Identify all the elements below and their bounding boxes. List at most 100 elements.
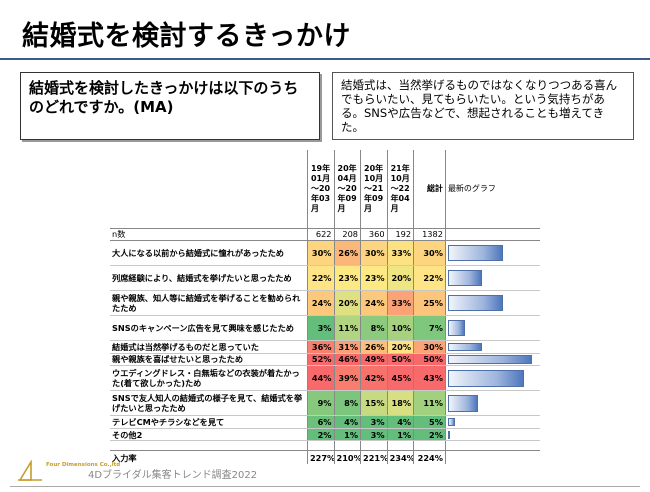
row-period-value: 31%	[334, 340, 362, 354]
footer-divider	[10, 486, 640, 487]
row-total-value: 5%	[413, 415, 446, 429]
latest-graph-cell: 33%	[445, 240, 540, 267]
row-period-value: 30%	[307, 240, 335, 267]
row-period-value: 33%	[387, 290, 415, 317]
latest-graph-cell: 20%	[445, 265, 540, 292]
row-label: 列席経験により、結婚式を挙げたいと思ったため	[110, 265, 308, 292]
latest-bar	[447, 342, 482, 351]
latest-bar	[447, 269, 482, 287]
row-period-value: 10%	[387, 315, 415, 342]
row-period-value: 24%	[307, 290, 335, 317]
row-label: 結婚式は当然挙げるものだと思っていた	[110, 340, 308, 354]
latest-graph-cell: 1%	[445, 428, 540, 442]
row-period-value: 18%	[387, 390, 415, 417]
row-period-value: 26%	[360, 340, 388, 354]
company-logo-text: Four Dimensions Co.,ltd	[46, 462, 121, 468]
row-period-value: 11%	[334, 315, 362, 342]
row-total-value: 25%	[413, 290, 446, 317]
latest-bar	[447, 355, 532, 364]
row-period-value: 30%	[360, 240, 388, 267]
table-row: ウエディングドレス・白無垢などの衣装が着たかった(着て欲しかった)ため 44% 39…	[110, 365, 540, 392]
row-period-value: 33%	[387, 240, 415, 267]
row-label: テレビCMやチラシなどを見て	[110, 415, 308, 429]
n-count-value: 622	[307, 228, 335, 242]
row-label: ウエディングドレス・白無垢などの衣装が着たかった(着て欲しかった)ため	[110, 365, 308, 392]
input-rate-graph-cell	[445, 450, 540, 464]
row-period-value: 1%	[387, 428, 415, 442]
latest-bar	[447, 294, 504, 312]
latest-bar	[447, 319, 465, 337]
input-rate-value: 227%	[307, 450, 335, 464]
row-period-value: 2%	[307, 428, 335, 442]
header-latest-graph: 最新のグラフ	[445, 150, 540, 229]
header-period-2: 20年04月～20年09月	[334, 150, 362, 229]
row-period-value: 42%	[360, 365, 388, 392]
row-period-value: 20%	[334, 290, 362, 317]
table-header-row: 19年01月～20年03月 20年04月～20年09月 20年10月～21年09…	[110, 150, 540, 229]
row-total-value: 22%	[413, 265, 446, 292]
row-period-value: 3%	[360, 415, 388, 429]
row-period-value: 26%	[334, 240, 362, 267]
row-label: 親や親族、知人等に結婚式を挙げることを勧められたため	[110, 290, 308, 317]
spacer-cell	[360, 440, 388, 451]
note-box: 結婚式は、当然挙げるものではなくなりつつある喜んでもらいたい、見てもらいたい。と…	[332, 72, 634, 140]
header-period-4: 21年10月～22年04月	[387, 150, 415, 229]
row-total-value: 30%	[413, 340, 446, 354]
spacer-row	[110, 440, 540, 451]
spacer-cell	[334, 440, 362, 451]
results-table: 19年01月～20年03月 20年04月～20年09月 20年10月～21年09…	[110, 150, 540, 464]
header-period-3: 20年10月～21年09月	[360, 150, 388, 229]
n-count-graph-cell	[445, 228, 540, 242]
row-period-value: 46%	[334, 353, 362, 367]
latest-bar	[447, 430, 450, 439]
latest-graph-cell: 20%	[445, 340, 540, 354]
row-period-value: 49%	[360, 353, 388, 367]
n-count-label: n数	[110, 228, 308, 242]
latest-bar	[447, 418, 455, 427]
row-label: 大人になる以前から結婚式に憧れがあったため	[110, 240, 308, 267]
row-period-value: 39%	[334, 365, 362, 392]
row-period-value: 24%	[360, 290, 388, 317]
input-rate-value: 221%	[360, 450, 388, 464]
row-period-value: 4%	[334, 415, 362, 429]
row-period-value: 22%	[307, 265, 335, 292]
input-rate-value: 210%	[334, 450, 362, 464]
n-count-value: 360	[360, 228, 388, 242]
latest-graph-cell: 50%	[445, 353, 540, 367]
spacer-cell	[445, 441, 540, 451]
header-period-1: 19年01月～20年03月	[307, 150, 335, 229]
spacer-cell	[307, 440, 335, 451]
row-period-value: 4%	[387, 415, 415, 429]
table-row: 親や親族、知人等に結婚式を挙げることを勧められたため 24% 20% 24% 33% 25…	[110, 290, 540, 317]
row-period-value: 23%	[360, 265, 388, 292]
row-period-value: 23%	[334, 265, 362, 292]
row-label: SNSで友人知人の結婚式の様子を見て、結婚式を挙げたいと思ったため	[110, 390, 308, 417]
row-period-value: 20%	[387, 265, 415, 292]
n-count-value: 192	[387, 228, 415, 242]
row-total-value: 30%	[413, 240, 446, 267]
row-period-value: 3%	[307, 315, 335, 342]
latest-bar	[447, 244, 504, 262]
row-period-value: 50%	[387, 353, 415, 367]
row-total-value: 50%	[413, 353, 446, 367]
latest-graph-cell: 45%	[445, 365, 540, 392]
input-rate-value: 224%	[413, 450, 446, 464]
row-total-value: 43%	[413, 365, 446, 392]
spacer-cell	[387, 440, 415, 451]
company-logo-icon	[18, 460, 42, 481]
spacer-cell	[110, 440, 308, 451]
row-label: SNSのキャンペーン広告を見て興味を感じたため	[110, 315, 308, 342]
row-label: 親や親族を喜ばせたいと思ったため	[110, 353, 308, 367]
row-period-value: 6%	[307, 415, 335, 429]
slide-title: 結婚式を検討するきっかけ	[22, 21, 351, 52]
row-period-value: 45%	[387, 365, 415, 392]
latest-graph-cell: 33%	[445, 290, 540, 317]
input-rate-label: 入力率	[110, 450, 308, 464]
